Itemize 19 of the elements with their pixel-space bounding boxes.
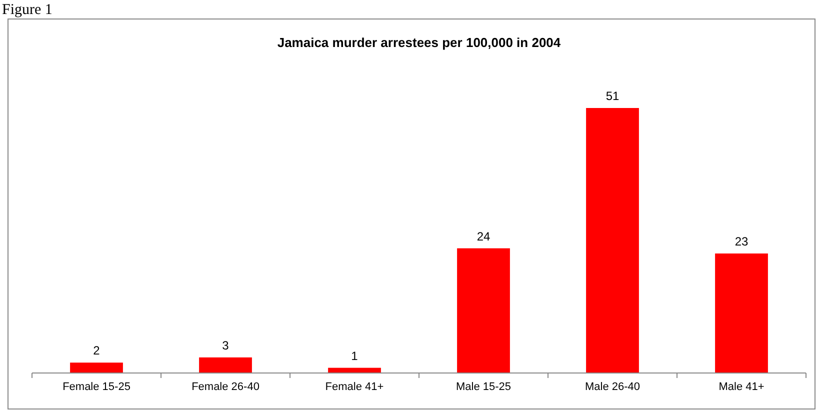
bar: [199, 357, 252, 373]
chart-title: Jamaica murder arrestees per 100,000 in 2004: [277, 35, 562, 50]
data-label: 3: [222, 338, 230, 352]
data-label: 51: [606, 89, 620, 103]
x-tick-label: Female 41+: [325, 381, 384, 393]
data-label: 24: [476, 229, 490, 244]
bar: [586, 108, 639, 373]
bar: [457, 248, 510, 373]
x-tick-label: Male 41+: [718, 381, 764, 393]
data-label: 2: [93, 344, 100, 358]
x-tick-label: Female 15-25: [62, 381, 130, 393]
caption: Figure 1: [2, 2, 52, 18]
data-label: 1: [351, 348, 358, 363]
x-tick-label: Female 26-40: [192, 381, 260, 393]
x-tick-label: Male 26-40: [584, 381, 640, 393]
bar: [70, 362, 123, 373]
data-label: 23: [734, 234, 748, 248]
x-tick-label: Male 15-25: [456, 381, 512, 393]
bar: [715, 253, 768, 373]
